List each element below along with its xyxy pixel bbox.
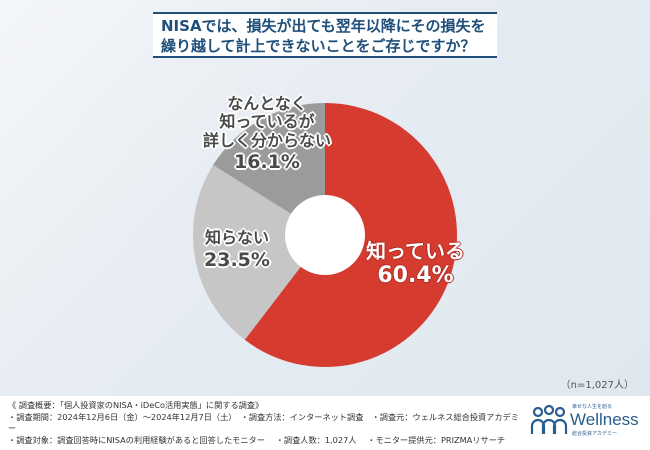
footer: 《 調査概要：「個人投資家のNISA・iDeCo活用実態」に関する調査》 ・調査…	[0, 396, 650, 450]
title-line-2: 繰り越して計上できないことをご存じですか？	[161, 37, 476, 55]
logo-tagline: 幸せな人生を創る	[572, 404, 613, 410]
label-know: 知っている 60.4%	[366, 239, 465, 289]
label-dont-know-text: 知らない	[204, 228, 269, 247]
label-vaguely-line-2: 知っているが	[219, 112, 315, 132]
sample-size: （n=1,027人）	[560, 380, 634, 391]
donut-hole	[285, 195, 365, 275]
note-line: ・調査対象：調査回答時にNISAの利用経験があると回答したモニター ・調査人数：…	[8, 434, 506, 445]
people-logo-icon	[530, 404, 568, 434]
slice-vaguely	[213, 103, 325, 235]
label-dont-know-value: 23.5%	[204, 249, 270, 272]
title-line-1: NISAでは、損失が出ても翌年以降にその損失を	[161, 17, 486, 35]
label-know-value: 60.4%	[377, 263, 454, 288]
logo-sub: 総合投資アカデミー	[572, 431, 618, 437]
note-line: 《 調査概要：「個人投資家のNISA・iDeCo活用実態」に関する調査》	[8, 400, 264, 410]
label-dont-know: 知らない 23.5%	[204, 228, 270, 272]
survey-notes: 《 調査概要：「個人投資家のNISA・iDeCo活用実態」に関する調査》 ・調査…	[8, 400, 520, 446]
logo-name: Wellness	[570, 410, 639, 429]
label-vaguely-value: 16.1%	[234, 151, 300, 174]
donut-chart	[192, 103, 457, 367]
slice-dont-know	[192, 164, 325, 340]
label-know-text: 知っている	[366, 239, 465, 263]
wellness-logo: 幸せな人生を創る Wellness 総合投資アカデミー	[530, 404, 640, 440]
label-vaguely-line-3: 詳しく分からない	[202, 130, 331, 150]
label-vaguely-line-1: なんとなく	[227, 94, 307, 113]
label-vaguely: なんとなく 知っているが 詳しく分からない 16.1%	[194, 94, 340, 174]
chart-title: NISAでは、損失が出ても翌年以降にその損失を 繰り越して計上できないことをご存…	[153, 12, 497, 58]
note-line: ・調査期間：2024年12月6日（金）～2024年12月7日（土） ・調査方法：…	[8, 411, 519, 434]
